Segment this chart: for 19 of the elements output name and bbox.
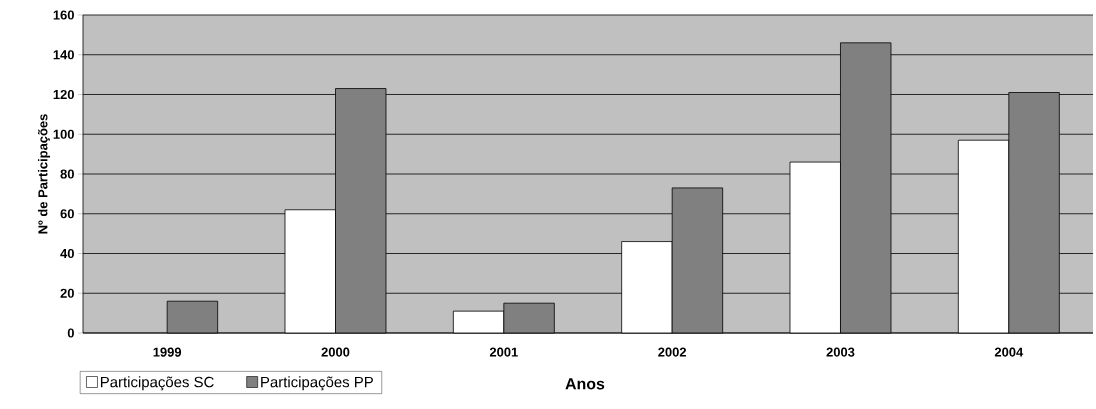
y-tick-label: 100 bbox=[53, 129, 74, 139]
y-axis-title: Nº de Participações bbox=[37, 114, 51, 234]
legend-label: Participações SC bbox=[100, 376, 214, 391]
y-tick-label: 80 bbox=[60, 169, 74, 179]
x-tick-label: 2001 bbox=[489, 347, 518, 357]
y-tick-label: 20 bbox=[60, 288, 74, 298]
x-tick-label: 2002 bbox=[658, 347, 687, 357]
x-tick-label: 1999 bbox=[153, 347, 182, 357]
x-tick-label: 2000 bbox=[321, 347, 350, 357]
legend-label: Participações PP bbox=[261, 376, 373, 391]
y-tick-label: 120 bbox=[53, 89, 74, 100]
x-axis-title: Anos bbox=[565, 378, 605, 390]
y-tick-label: 60 bbox=[60, 209, 74, 219]
x-tick-label: 2004 bbox=[994, 347, 1024, 357]
y-tick-label: 40 bbox=[60, 248, 74, 259]
y-tick-label: 140 bbox=[53, 50, 74, 60]
y-tick-label: 0 bbox=[67, 328, 74, 338]
x-tick-label: 2003 bbox=[826, 347, 855, 357]
y-tick-label: 160 bbox=[53, 10, 74, 20]
